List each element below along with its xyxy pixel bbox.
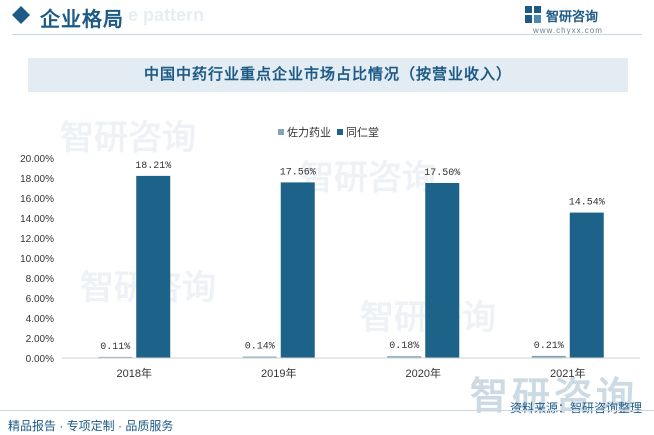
bar-zuoli	[531, 355, 566, 358]
header-divider	[12, 34, 642, 35]
x-tick-label: 2020年	[406, 366, 441, 380]
bar-tongrentang	[425, 183, 460, 358]
y-tick-label: 4.00%	[26, 314, 54, 325]
header: e pattern 企业格局 智研咨询 www.chyxx.com	[0, 0, 654, 40]
chart-legend: 佐力药业 同仁堂	[278, 125, 379, 139]
y-tick-label: 2.00%	[26, 334, 54, 345]
data-label: 14.54%	[569, 198, 605, 209]
bar-chart: 佐力药业 同仁堂 0.00% 2.00% 4.00% 6.00% 8.00% 10.00% 1…	[20, 125, 640, 380]
y-tick-label: 20.00%	[20, 154, 54, 165]
y-tick-label: 16.00%	[20, 194, 54, 205]
y-tick-label: 10.00%	[20, 254, 54, 265]
x-axis: 2018年 2019年 2020年 2021年	[62, 357, 640, 380]
y-axis: 0.00% 2.00% 4.00% 6.00% 8.00% 10.00% 12.00% 14.…	[20, 154, 54, 365]
brand-logo: 智研咨询 www.chyxx.com	[525, 5, 640, 35]
bar-zuoli	[98, 356, 133, 359]
logo-name: 智研咨询	[546, 9, 599, 24]
data-label: 17.50%	[424, 168, 460, 179]
logo-url: www.chyxx.com	[533, 26, 603, 35]
footer-tagline: 精品报告 · 专项定制 · 品质服务	[8, 419, 174, 433]
data-label: 0.21%	[534, 341, 564, 352]
y-tick-label: 14.00%	[20, 214, 54, 225]
bar-series: 0.11% 18.21% 0.14% 17.56% 0.18% 17.50% 0.21% 14…	[98, 161, 605, 359]
legend-swatch	[278, 129, 284, 135]
data-label: 17.56%	[280, 167, 316, 178]
y-tick-label: 6.00%	[26, 294, 54, 305]
x-tick-label: 2021年	[550, 366, 585, 380]
bar-tongrentang	[280, 182, 315, 358]
header-ghost-text: e pattern	[128, 5, 205, 25]
logo-mark-icon	[525, 6, 541, 23]
legend-label: 佐力药业	[287, 125, 331, 139]
x-tick-label: 2019年	[261, 366, 296, 380]
source-note: 资料来源：智研咨询整理	[509, 401, 642, 415]
bar-tongrentang	[569, 212, 604, 358]
y-tick-label: 12.00%	[20, 234, 54, 245]
y-tick-label: 18.00%	[20, 174, 54, 185]
data-label: 18.21%	[135, 161, 171, 172]
section-title: 企业格局	[40, 9, 124, 31]
chart-title-bar: 中国中药行业重点企业市场占比情况（按营业收入）	[28, 58, 628, 92]
x-tick-label: 2018年	[117, 366, 152, 380]
y-tick-label: 8.00%	[26, 274, 54, 285]
y-tick-label: 0.00%	[26, 354, 54, 365]
chart-title: 中国中药行业重点企业市场占比情况（按营业收入）	[143, 66, 512, 83]
data-label: 0.11%	[100, 342, 130, 353]
diamond-icon	[12, 6, 30, 24]
legend-swatch	[337, 129, 343, 135]
legend-label: 同仁堂	[346, 126, 379, 139]
data-label: 0.18%	[389, 341, 419, 352]
data-label: 0.14%	[245, 342, 275, 353]
bar-tongrentang	[136, 175, 171, 358]
footer-divider	[0, 410, 654, 411]
bar-zuoli	[387, 356, 422, 358]
footer-watermark: 智研咨询	[470, 376, 639, 418]
bar-zuoli	[242, 356, 277, 358]
